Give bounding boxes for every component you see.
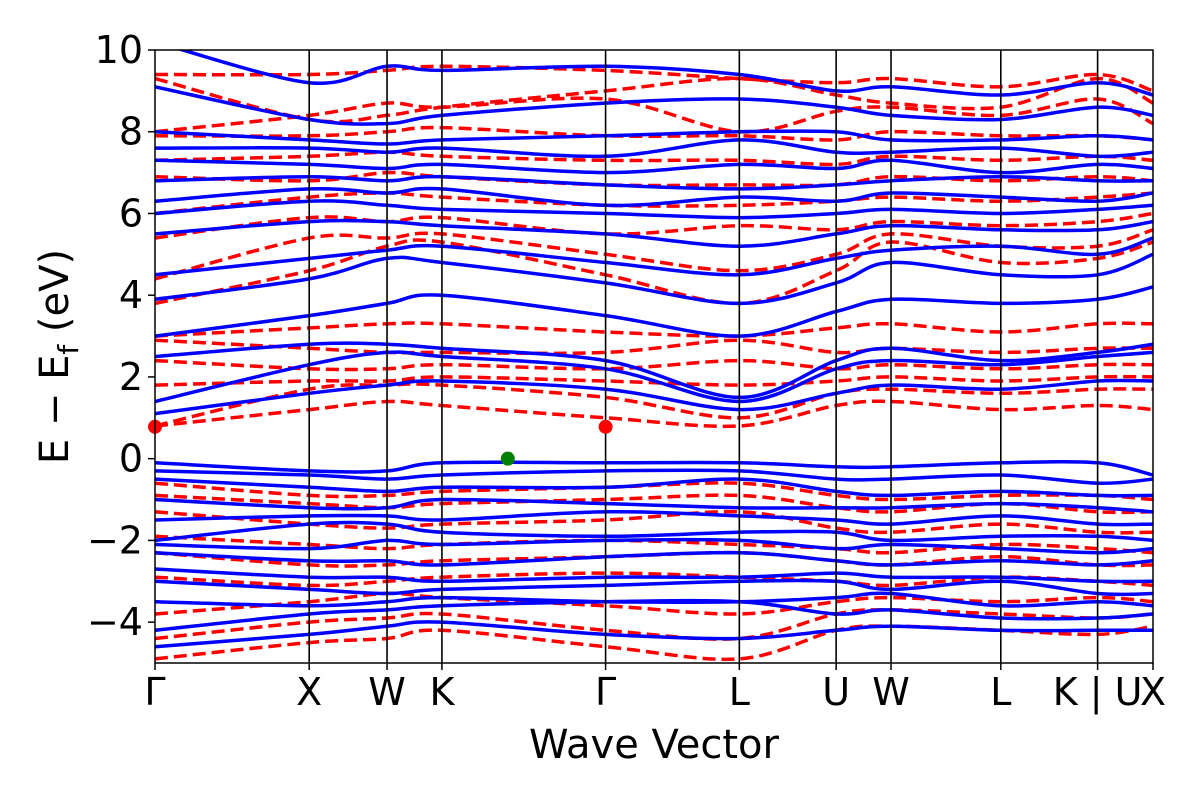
band-line [155,338,1153,356]
band-line [155,191,1153,216]
band-line [155,497,1153,514]
y-tick-label: 2 [119,355,143,399]
band-line [155,459,1153,477]
y-tick-label: 0 [119,437,143,481]
data-layer [155,50,1153,662]
x-tick-label: L [729,670,750,714]
band-line [155,76,1153,124]
extrema-markers [148,419,613,466]
band-line [155,534,1153,555]
y-ticks: −4 −2 0 2 4 6 8 10 [87,28,155,644]
x-tick-label: U [822,670,850,714]
y-tick-label: −4 [87,600,143,644]
marker-point [500,451,515,466]
band-line [155,350,1153,404]
x-tick-label: L [990,670,1011,714]
y-axis-label-unit: (eV) [32,249,78,345]
series-dashed [155,64,1153,662]
x-tick-label: X [296,670,322,714]
band-line [155,238,1153,306]
band-line [155,509,1153,527]
y-tick-label: 10 [95,28,143,72]
band-line [155,399,1153,429]
band-line [155,150,1153,167]
band-line [155,591,1153,616]
band-line [155,591,1153,608]
band-line [155,125,1153,142]
band-line [155,96,1153,134]
band-line [155,620,1153,649]
band-line [155,537,1153,555]
x-tick-label: K | U [1053,670,1143,715]
plot-frame [154,49,1154,664]
x-tick-label: W [872,670,910,714]
x-tick-label: W [368,670,406,714]
y-axis-label-sub: f [52,344,85,355]
x-tick-label: Γ [144,670,165,714]
band-line [155,509,1153,535]
y-axis-label: E − Ef (eV) [32,249,85,464]
band-line [155,520,1153,543]
band-line [155,578,1153,597]
band-line [155,252,1153,306]
y-axis-label-main: E − E [32,355,78,465]
x-axis-label: Wave Vector [529,722,780,768]
band-line [155,285,1153,338]
band-line [176,50,1153,97]
band-line [155,341,1153,400]
band-line [155,170,1153,188]
band-line [155,378,1153,416]
band-line [155,138,1153,159]
x-tick-label: X [1140,670,1166,714]
band-line [155,550,1153,567]
marker-point [598,419,613,434]
band-line [155,85,1153,126]
band-line [155,321,1153,338]
kpath-vlines [308,50,1099,663]
band-line [155,129,1153,146]
series-solid [155,50,1153,649]
band-line [155,199,1153,220]
band-line [155,477,1153,498]
band-line [155,211,1153,240]
band-line [155,468,1153,486]
band-line [155,481,1153,502]
band-line [155,158,1153,175]
band-line [155,374,1153,387]
x-tick-label: Γ [595,670,616,714]
band-line [155,64,1153,93]
y-tick-label: 4 [119,273,143,317]
y-tick-label: −2 [87,518,143,562]
y-tick-label: 8 [119,110,143,154]
band-line [155,382,1153,428]
y-tick-label: 6 [119,191,143,235]
x-tick-label: K [429,670,455,714]
band-line [155,358,1153,372]
band-line [155,567,1153,584]
band-line [155,174,1153,191]
band-line [155,493,1153,515]
band-line [155,186,1153,208]
band-line [155,236,1153,277]
band-line [155,218,1153,248]
